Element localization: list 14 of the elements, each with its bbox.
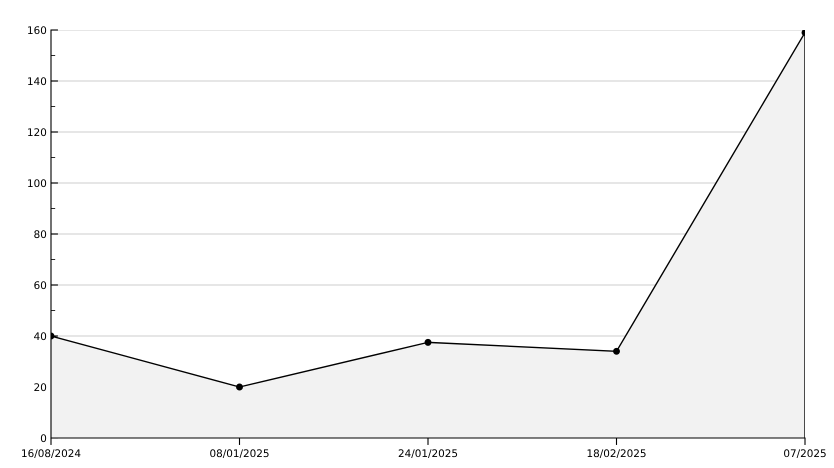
x-tick-label: 07/2025 [784, 449, 826, 458]
y-tick-label: 80 [34, 230, 46, 238]
x-tick-label: 18/02/2025 [588, 449, 646, 458]
y-tick-label: 60 [34, 281, 46, 290]
y-tick-label: 120 [28, 128, 46, 136]
x-tick-label: 24/01/2025 [398, 449, 458, 458]
y-tick-label: 100 [28, 179, 46, 188]
y-tick-label: 20 [34, 383, 46, 392]
x-tick-label: 08/01/2025 [210, 449, 269, 458]
y-tick-label: 140 [28, 77, 46, 86]
x-tick-label: 16/08/2024 [22, 449, 80, 458]
y-tick-label: 40 [34, 332, 46, 340]
y-tick-label: 160 [28, 26, 46, 34]
y-tick-label: 0 [40, 434, 46, 442]
